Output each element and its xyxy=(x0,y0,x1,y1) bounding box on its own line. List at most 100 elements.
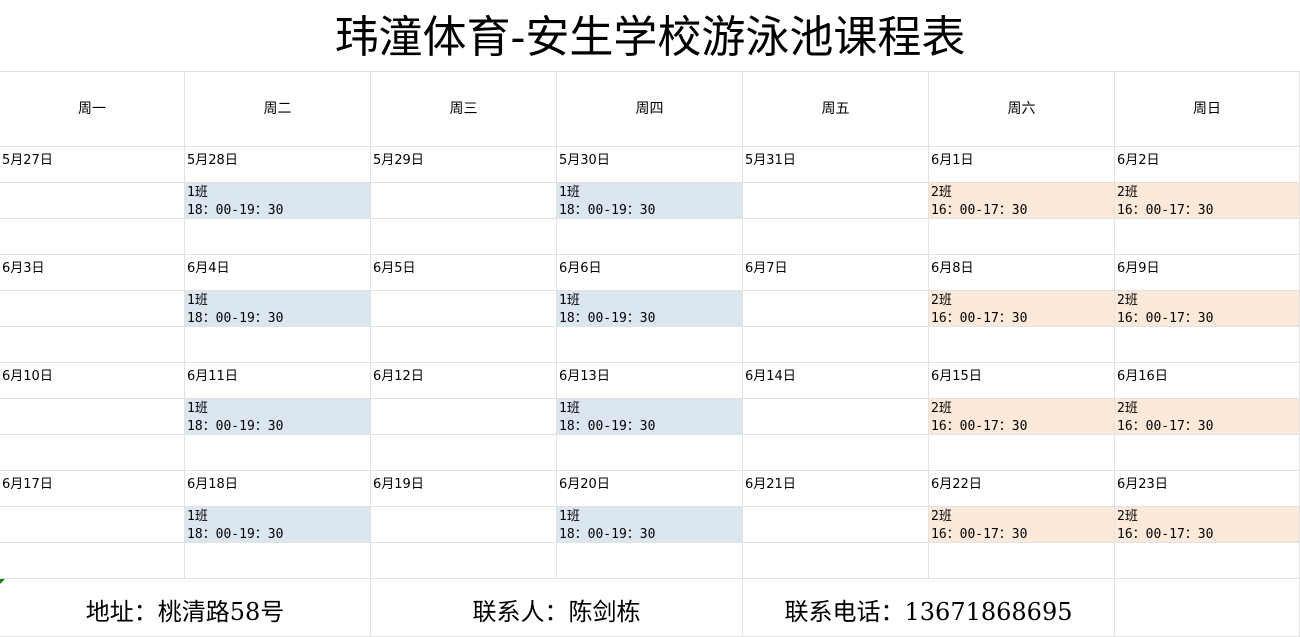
date-cell[interactable]: 6月14日 xyxy=(743,363,929,399)
class-name: 1班 xyxy=(559,401,580,416)
empty-class-cell[interactable] xyxy=(371,183,557,219)
class-time: 18：00-19：30 xyxy=(187,203,284,218)
empty-cell[interactable] xyxy=(0,219,185,255)
empty-cell[interactable] xyxy=(185,543,371,579)
date-cell[interactable]: 6月17日 xyxy=(0,471,185,507)
empty-cell[interactable] xyxy=(557,327,743,363)
date-cell[interactable]: 6月15日 xyxy=(929,363,1115,399)
date-cell[interactable]: 6月18日 xyxy=(185,471,371,507)
date-cell[interactable]: 6月22日 xyxy=(929,471,1115,507)
empty-class-cell[interactable] xyxy=(371,291,557,327)
date-cell[interactable]: 6月16日 xyxy=(1115,363,1300,399)
date-cell[interactable]: 5月29日 xyxy=(371,147,557,183)
empty-cell[interactable] xyxy=(185,219,371,255)
empty-class-cell[interactable] xyxy=(0,399,185,435)
class-name: 2班 xyxy=(931,185,952,200)
empty-cell[interactable] xyxy=(743,543,929,579)
empty-cell[interactable] xyxy=(371,219,557,255)
empty-cell[interactable] xyxy=(557,435,743,471)
date-cell[interactable]: 6月12日 xyxy=(371,363,557,399)
empty-class-cell[interactable] xyxy=(743,183,929,219)
class-cell[interactable]: 2班 16：00-17：30 xyxy=(929,291,1115,327)
weekday-header[interactable]: 周六 xyxy=(929,72,1115,147)
weekday-header[interactable]: 周三 xyxy=(371,72,557,147)
class-cell[interactable]: 2班 16：00-17：30 xyxy=(1115,183,1300,219)
date-cell[interactable]: 6月20日 xyxy=(557,471,743,507)
empty-cell[interactable] xyxy=(557,219,743,255)
class-time: 16：00-17：30 xyxy=(1117,527,1214,542)
empty-cell[interactable] xyxy=(743,435,929,471)
date-cell[interactable]: 6月5日 xyxy=(371,255,557,291)
class-cell[interactable]: 2班 16：00-17：30 xyxy=(1115,399,1300,435)
class-cell[interactable]: 2班 16：00-17：30 xyxy=(1115,507,1300,543)
empty-cell[interactable] xyxy=(1115,435,1300,471)
date-cell[interactable]: 6月13日 xyxy=(557,363,743,399)
date-cell[interactable]: 5月28日 xyxy=(185,147,371,183)
empty-class-cell[interactable] xyxy=(0,507,185,543)
weekday-header[interactable]: 周二 xyxy=(185,72,371,147)
class-cell[interactable]: 1班 18：00-19：30 xyxy=(185,507,371,543)
empty-cell[interactable] xyxy=(557,543,743,579)
class-cell[interactable]: 1班 18：00-19：30 xyxy=(557,183,743,219)
date-cell[interactable]: 6月2日 xyxy=(1115,147,1300,183)
weekday-header[interactable]: 周日 xyxy=(1115,72,1300,147)
empty-cell[interactable] xyxy=(929,543,1115,579)
date-cell[interactable]: 5月30日 xyxy=(557,147,743,183)
empty-cell[interactable] xyxy=(0,435,185,471)
date-cell[interactable]: 6月21日 xyxy=(743,471,929,507)
class-name: 2班 xyxy=(931,293,952,308)
empty-cell[interactable] xyxy=(185,327,371,363)
date-cell[interactable]: 6月3日 xyxy=(0,255,185,291)
class-cell[interactable]: 1班 18：00-19：30 xyxy=(185,183,371,219)
empty-class-cell[interactable] xyxy=(371,507,557,543)
empty-class-cell[interactable] xyxy=(0,291,185,327)
class-time: 16：00-17：30 xyxy=(931,419,1028,434)
class-name: 1班 xyxy=(187,185,208,200)
empty-class-cell[interactable] xyxy=(0,183,185,219)
date-cell[interactable]: 6月1日 xyxy=(929,147,1115,183)
empty-class-cell[interactable] xyxy=(743,291,929,327)
empty-cell[interactable] xyxy=(743,219,929,255)
empty-cell[interactable] xyxy=(743,327,929,363)
empty-cell[interactable] xyxy=(1115,327,1300,363)
class-cell[interactable]: 2班 16：00-17：30 xyxy=(1115,291,1300,327)
date-cell[interactable]: 6月6日 xyxy=(557,255,743,291)
empty-cell[interactable] xyxy=(0,543,185,579)
class-cell[interactable]: 2班 16：00-17：30 xyxy=(929,507,1115,543)
empty-cell[interactable] xyxy=(929,219,1115,255)
date-cell[interactable]: 6月4日 xyxy=(185,255,371,291)
weekday-header[interactable]: 周五 xyxy=(743,72,929,147)
date-cell[interactable]: 6月9日 xyxy=(1115,255,1300,291)
date-cell[interactable]: 6月7日 xyxy=(743,255,929,291)
class-cell[interactable]: 1班 18：00-19：30 xyxy=(185,399,371,435)
empty-class-cell[interactable] xyxy=(371,399,557,435)
date-cell[interactable]: 6月11日 xyxy=(185,363,371,399)
empty-cell[interactable] xyxy=(185,435,371,471)
empty-cell[interactable] xyxy=(371,327,557,363)
class-cell[interactable]: 1班 18：00-19：30 xyxy=(185,291,371,327)
empty-class-cell[interactable] xyxy=(743,507,929,543)
empty-cell[interactable] xyxy=(371,543,557,579)
date-cell[interactable]: 5月27日 xyxy=(0,147,185,183)
date-cell[interactable]: 6月8日 xyxy=(929,255,1115,291)
class-cell[interactable]: 1班 18：00-19：30 xyxy=(557,507,743,543)
class-cell[interactable]: 2班 16：00-17：30 xyxy=(929,183,1115,219)
date-cell[interactable]: 6月10日 xyxy=(0,363,185,399)
empty-class-cell[interactable] xyxy=(743,399,929,435)
class-time: 16：00-17：30 xyxy=(931,527,1028,542)
class-cell[interactable]: 1班 18：00-19：30 xyxy=(557,291,743,327)
empty-cell[interactable] xyxy=(929,435,1115,471)
empty-cell[interactable] xyxy=(1115,219,1300,255)
date-cell[interactable]: 6月19日 xyxy=(371,471,557,507)
weekday-header[interactable]: 周四 xyxy=(557,72,743,147)
class-name: 1班 xyxy=(187,509,208,524)
empty-cell[interactable] xyxy=(1115,543,1300,579)
weekday-header[interactable]: 周一 xyxy=(0,72,185,147)
empty-cell[interactable] xyxy=(371,435,557,471)
empty-cell[interactable] xyxy=(0,327,185,363)
date-cell[interactable]: 5月31日 xyxy=(743,147,929,183)
empty-cell[interactable] xyxy=(929,327,1115,363)
class-cell[interactable]: 2班 16：00-17：30 xyxy=(929,399,1115,435)
class-cell[interactable]: 1班 18：00-19：30 xyxy=(557,399,743,435)
date-cell[interactable]: 6月23日 xyxy=(1115,471,1300,507)
